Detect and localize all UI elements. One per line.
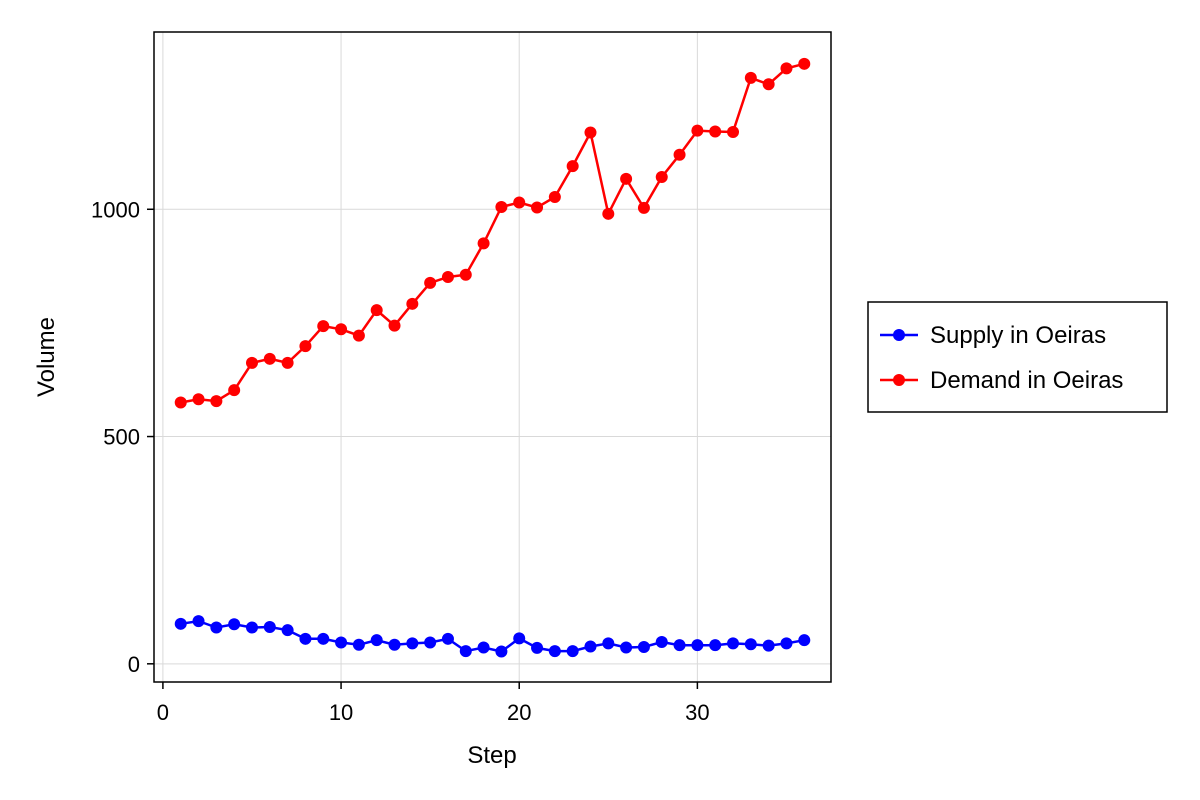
data-point-supply — [709, 639, 722, 652]
legend-marker-demand — [893, 374, 905, 386]
data-point-demand — [424, 276, 437, 289]
data-point-supply — [299, 632, 312, 645]
y-axis-label: Volume — [33, 317, 60, 397]
data-point-supply — [352, 638, 365, 651]
data-point-demand — [548, 191, 561, 203]
x-tick-label: 10 — [329, 700, 353, 725]
data-point-supply — [459, 645, 472, 658]
data-point-supply — [566, 645, 579, 658]
grid — [154, 32, 831, 682]
data-point-supply — [174, 617, 187, 630]
data-point-supply — [477, 641, 490, 654]
series-supply — [174, 615, 811, 658]
data-point-demand — [174, 396, 187, 409]
data-point-supply — [424, 636, 437, 649]
data-point-demand — [780, 62, 793, 75]
y-tick-label: 0 — [128, 652, 140, 677]
legend-box — [867, 301, 1168, 413]
legend-label-supply: Supply in Oeiras — [930, 322, 1106, 349]
data-point-demand — [459, 268, 472, 281]
data-point-supply — [531, 641, 544, 654]
data-point-demand — [299, 340, 312, 353]
data-point-demand — [245, 356, 258, 369]
y-tick-label: 1000 — [91, 197, 140, 222]
data-point-supply — [637, 641, 650, 653]
x-tick-label: 20 — [507, 700, 531, 725]
data-point-supply — [210, 621, 223, 634]
data-point-demand — [602, 207, 615, 220]
data-point-demand — [317, 320, 330, 333]
data-point-supply — [762, 639, 775, 652]
data-point-demand — [584, 126, 597, 139]
legend: Supply in Oeiras Demand in Oeiras — [867, 301, 1168, 413]
series-demand — [174, 57, 811, 409]
data-point-demand — [335, 323, 348, 336]
data-point-supply — [727, 637, 740, 650]
data-point-demand — [406, 297, 419, 310]
series-line-demand — [180, 62, 805, 404]
data-point-demand — [192, 393, 205, 406]
data-point-demand — [388, 319, 401, 332]
data-point-supply — [691, 639, 704, 652]
data-point-supply — [406, 637, 419, 650]
data-point-demand — [637, 201, 650, 214]
data-point-demand — [531, 201, 544, 214]
data-point-supply — [513, 632, 526, 645]
data-point-demand — [441, 271, 454, 283]
x-axis-ticks: 0 10 20 30 — [157, 682, 710, 725]
data-point-supply — [370, 634, 383, 647]
data-point-demand — [228, 384, 241, 397]
data-point-demand — [513, 196, 526, 209]
data-point-demand — [281, 356, 294, 369]
data-point-demand — [655, 171, 668, 183]
data-point-supply — [228, 618, 241, 631]
data-point-demand — [691, 124, 704, 137]
legend-marker-supply — [893, 329, 905, 341]
data-point-demand — [370, 304, 383, 317]
data-point-demand — [798, 57, 811, 70]
data-point-supply — [281, 624, 294, 637]
data-point-supply — [317, 632, 330, 645]
data-point-demand — [709, 125, 722, 138]
data-point-supply — [780, 637, 793, 650]
y-tick-label: 500 — [103, 425, 140, 450]
data-point-supply — [263, 621, 276, 633]
data-point-demand — [210, 395, 223, 408]
data-point-demand — [477, 237, 490, 250]
series-layer — [174, 57, 811, 658]
data-point-supply — [388, 638, 401, 651]
data-point-supply — [620, 641, 633, 654]
data-point-supply — [192, 615, 205, 628]
data-point-demand — [744, 71, 757, 84]
data-point-demand — [620, 172, 633, 185]
x-axis-label: Step — [467, 742, 516, 769]
data-point-demand — [762, 78, 775, 91]
data-point-supply — [335, 636, 348, 649]
data-point-demand — [673, 148, 686, 161]
data-point-demand — [566, 160, 579, 173]
data-point-demand — [727, 126, 740, 138]
data-point-supply — [798, 634, 811, 647]
data-point-supply — [584, 640, 597, 653]
data-point-supply — [744, 638, 757, 651]
data-point-supply — [673, 639, 686, 652]
data-point-demand — [263, 352, 276, 365]
data-point-supply — [245, 621, 258, 634]
data-point-supply — [548, 645, 561, 658]
x-tick-label: 0 — [157, 700, 169, 725]
data-point-supply — [655, 636, 668, 648]
data-point-demand — [352, 329, 365, 342]
y-axis-ticks: 0 500 1000 — [91, 197, 154, 677]
data-point-supply — [602, 637, 615, 650]
plot-frame — [153, 31, 832, 683]
data-point-demand — [495, 201, 508, 213]
data-point-supply — [495, 645, 508, 658]
data-point-supply — [441, 632, 454, 645]
legend-label-demand: Demand in Oeiras — [930, 367, 1123, 394]
x-tick-label: 30 — [685, 700, 709, 725]
